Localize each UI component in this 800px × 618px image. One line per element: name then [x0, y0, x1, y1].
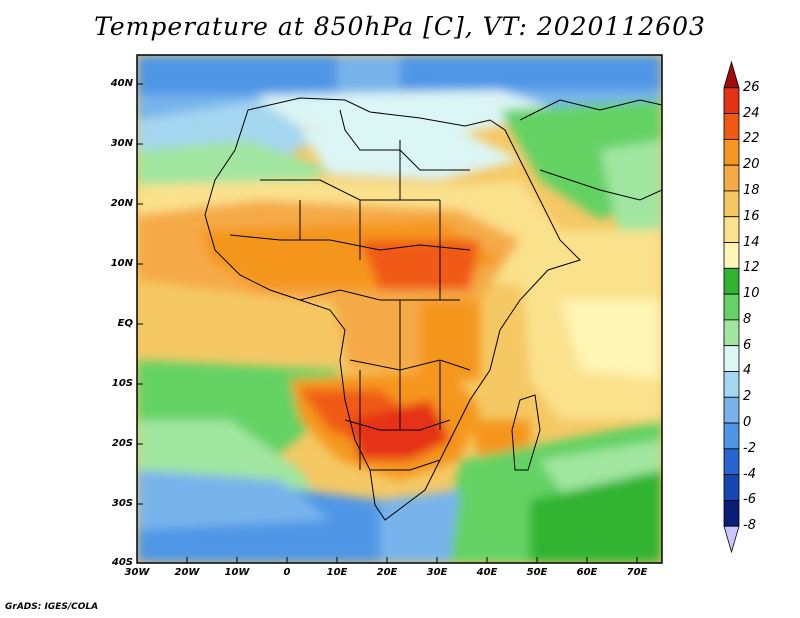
- colorbar-swatch: [723, 500, 740, 527]
- y-tick-label: 10N: [110, 258, 133, 269]
- colorbar-label: -8: [743, 518, 756, 534]
- colorbar-label: 14: [743, 234, 760, 250]
- colorbar-label: 18: [743, 182, 760, 198]
- colorbar-label: 12: [743, 260, 760, 276]
- colorbar-label: 8: [743, 311, 752, 327]
- x-tick-label: 40E: [476, 567, 498, 578]
- axis-ticks: [137, 83, 638, 563]
- plot-frame: [136, 54, 663, 564]
- colorbar-label: 24: [743, 105, 760, 121]
- x-tick-label: 20W: [174, 567, 200, 578]
- colorbar-label: -2: [743, 440, 756, 456]
- colorbar-label: 10: [743, 286, 760, 302]
- colorbar-swatch: [723, 60, 740, 89]
- colorbar-label: 26: [743, 79, 760, 95]
- colorbar-swatch: [723, 525, 740, 554]
- colorbar-label: -4: [743, 466, 756, 482]
- colorbar-swatch: [723, 448, 740, 476]
- colorbar-label: 0: [743, 415, 752, 431]
- colorbar-swatch: [723, 190, 740, 218]
- y-tick-label: EQ: [117, 318, 133, 329]
- y-tick-label: 20S: [111, 438, 133, 449]
- colorbar-swatch: [723, 319, 740, 347]
- x-tick-label: 0: [283, 567, 291, 578]
- x-tick-label: 30W: [124, 567, 150, 578]
- colorbar-swatch: [723, 474, 740, 501]
- colorbar-swatch: [723, 87, 740, 114]
- coastlines: [204, 97, 662, 521]
- temperature-field: [137, 55, 662, 563]
- colorbar-swatch: [723, 216, 740, 243]
- y-tick-label: 20N: [110, 198, 133, 209]
- colorbar-swatch: [723, 345, 740, 372]
- x-tick-label: 70E: [626, 567, 648, 578]
- colorbar-swatch: [723, 113, 740, 140]
- y-tick-label: 30S: [111, 498, 133, 509]
- colorbar-swatch: [723, 371, 740, 398]
- colorbar-swatch: [723, 293, 740, 321]
- colorbar-swatch: [723, 242, 740, 269]
- colorbar: [723, 60, 740, 554]
- x-tick-label: 30E: [426, 567, 448, 578]
- y-tick-label: 40N: [110, 78, 133, 89]
- colorbar-swatch: [723, 164, 740, 192]
- map-title: Temperature at 850hPa [C], VT: 202011260…: [94, 12, 706, 41]
- colorbar-label: 2: [743, 389, 752, 405]
- y-tick-label: 40S: [111, 557, 133, 568]
- x-tick-label: 10E: [326, 567, 348, 578]
- colorbar-label: 16: [743, 208, 760, 224]
- colorbar-label: 20: [743, 157, 760, 173]
- colorbar-swatch: [723, 138, 740, 166]
- colorbar-label: 22: [743, 131, 760, 147]
- x-tick-label: 10W: [224, 567, 250, 578]
- colorbar-swatch: [723, 422, 740, 450]
- x-tick-label: 20E: [376, 567, 398, 578]
- colorbar-swatch: [723, 267, 740, 295]
- credit-text: GrADS: IGES/COLA: [5, 602, 99, 612]
- x-tick-label: 50E: [526, 567, 548, 578]
- y-tick-label: 30N: [110, 138, 133, 149]
- colorbar-swatch: [723, 396, 740, 424]
- colorbar-label: -6: [743, 492, 756, 508]
- colorbar-label: 6: [743, 337, 752, 353]
- y-tick-label: 10S: [111, 378, 133, 389]
- colorbar-label: 4: [743, 363, 752, 379]
- x-tick-label: 60E: [576, 567, 598, 578]
